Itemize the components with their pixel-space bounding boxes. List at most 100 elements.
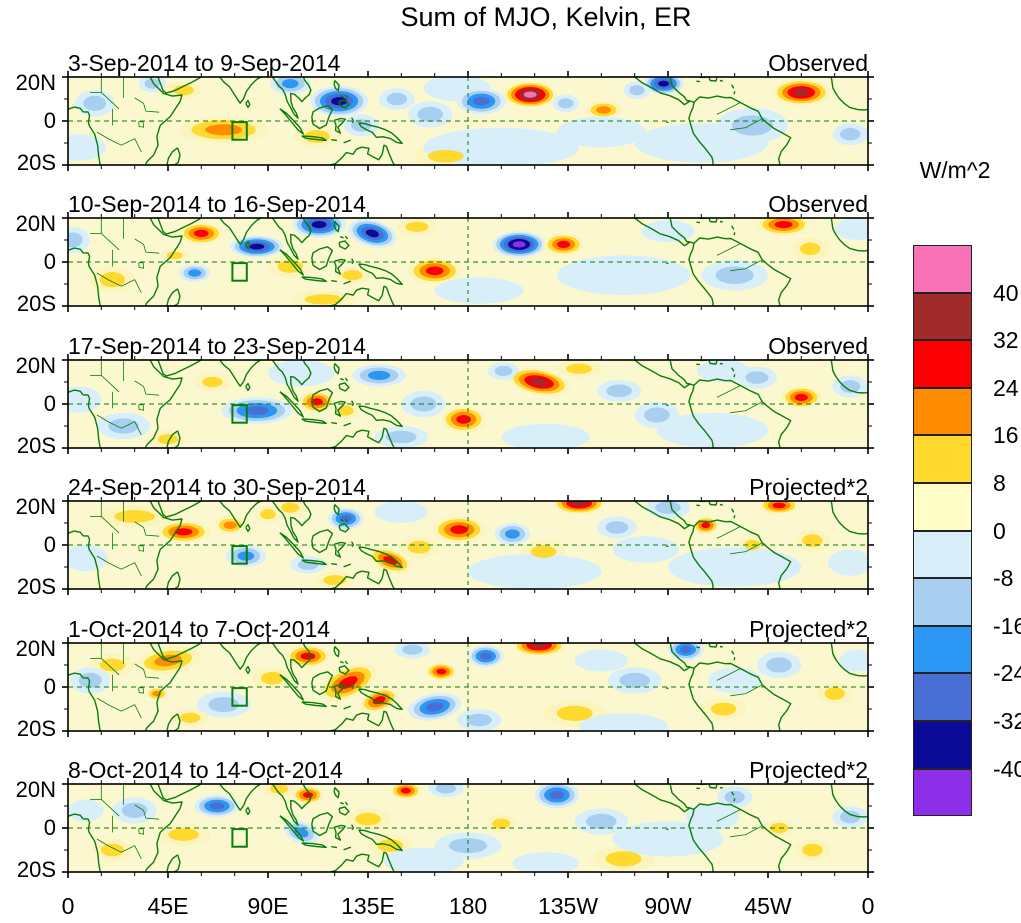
- coastline: [166, 571, 181, 590]
- colorbar-cell-2: [913, 340, 972, 388]
- country-border: [96, 555, 135, 570]
- anomaly-blob: [629, 85, 645, 96]
- anomaly-blob: [297, 559, 319, 571]
- anomaly-blob: [571, 501, 587, 507]
- anomaly-blob: [83, 95, 107, 111]
- anomaly-blob: [641, 220, 695, 243]
- colorbar-cell-3: [913, 387, 972, 436]
- anomaly-blob: [466, 713, 492, 726]
- colorbar-cell-0: [913, 245, 972, 293]
- y-tick-label: 0: [43, 532, 56, 558]
- country-border: [134, 138, 142, 152]
- country-border: [134, 804, 160, 820]
- coastline: [634, 359, 695, 389]
- x-tick-label: 135E: [341, 893, 395, 919]
- anomaly-blob: [840, 379, 861, 393]
- anomaly-blob: [99, 658, 126, 671]
- coastline: [144, 642, 183, 731]
- anomaly-blob: [531, 642, 547, 648]
- anomaly-blob: [168, 828, 199, 841]
- coastline: [68, 671, 101, 731]
- anomaly-blob: [208, 696, 239, 712]
- coastline: [339, 660, 344, 664]
- coastline: [730, 508, 735, 513]
- coastline: [338, 664, 350, 675]
- coastline: [733, 515, 736, 519]
- coastline: [331, 280, 337, 283]
- anomaly-blob: [655, 501, 681, 515]
- target-region-box: [231, 121, 248, 141]
- colorbar-units-label: W/m^2: [919, 157, 991, 183]
- anomaly-blob: [260, 671, 284, 685]
- anomaly-blob: [68, 799, 104, 822]
- colorbar-tick-label: 8: [993, 470, 1006, 496]
- colorbar-tick-label: -16: [993, 612, 1021, 639]
- coastline: [708, 642, 718, 648]
- coastline: [339, 95, 344, 98]
- coastline: [144, 501, 183, 590]
- coastline: [634, 501, 695, 530]
- anomaly-blob: [294, 827, 309, 838]
- anomaly-blob: [68, 386, 102, 413]
- coastline: [339, 236, 344, 239]
- country-border: [96, 131, 135, 146]
- coastline: [358, 546, 403, 569]
- anomaly-blob: [300, 652, 316, 660]
- y-tick-label: 20N: [15, 352, 56, 378]
- coastline: [343, 422, 352, 427]
- country-border: [134, 521, 160, 537]
- anomaly-blob: [724, 790, 745, 804]
- coastline: [329, 285, 395, 307]
- colorbar-tick-label: 40: [993, 279, 1019, 306]
- anomaly-blob: [802, 534, 823, 548]
- anomaly-blob: [701, 522, 711, 529]
- y-tick-label: 20S: [16, 574, 56, 600]
- target-region-box: [231, 686, 248, 707]
- coastline: [279, 673, 305, 701]
- coastline: [271, 784, 312, 826]
- coastline: [338, 381, 350, 392]
- y-tick-label: 0: [43, 390, 56, 416]
- coastline: [830, 77, 868, 111]
- coastline: [343, 705, 352, 710]
- coastline: [719, 79, 723, 82]
- country-border: [138, 262, 145, 270]
- coastline: [688, 102, 714, 165]
- country-border: [100, 642, 120, 675]
- country-border: [134, 380, 160, 396]
- anomaly-blob: [205, 124, 243, 136]
- coastline: [688, 809, 714, 872]
- anomaly-blob: [281, 502, 300, 513]
- coastline: [693, 660, 792, 731]
- coastline: [68, 247, 101, 307]
- coastline: [634, 784, 695, 813]
- anomaly-blob: [612, 821, 724, 857]
- y-tick-label: 0: [43, 673, 56, 699]
- country-border: [134, 663, 160, 679]
- colorbar-cell-11: [913, 768, 972, 817]
- country-border: [730, 118, 763, 131]
- coastline: [144, 784, 183, 872]
- coastline: [338, 240, 350, 251]
- anomaly-blob: [549, 790, 565, 800]
- coastline: [344, 518, 349, 523]
- country-border: [138, 828, 145, 835]
- anomaly-blob: [468, 553, 602, 590]
- anomaly-blob: [281, 79, 299, 89]
- country-border: [138, 404, 145, 411]
- coastline: [708, 501, 718, 506]
- coastline: [338, 99, 350, 109]
- coastline: [68, 389, 101, 448]
- anomaly-blob: [685, 803, 740, 831]
- anomaly-blob: [558, 98, 574, 109]
- y-tick-label: 20N: [15, 494, 56, 520]
- anomaly-blob: [100, 843, 124, 857]
- coastline: [830, 218, 868, 253]
- anomaly-blob: [530, 377, 548, 386]
- coastline: [157, 359, 202, 377]
- coastline: [693, 802, 792, 872]
- colorbar-tick-label: -32: [993, 708, 1021, 734]
- anomaly-blob: [473, 96, 490, 106]
- anomaly-blob: [574, 649, 628, 672]
- anomaly-blob: [556, 705, 593, 721]
